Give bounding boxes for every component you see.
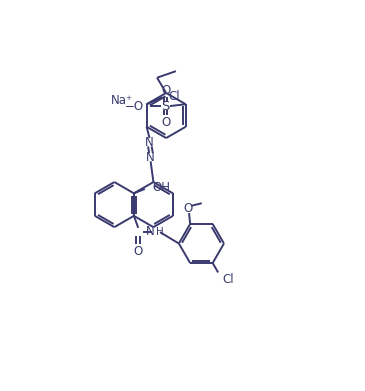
Text: O: O — [184, 202, 193, 215]
Text: O: O — [134, 245, 143, 258]
Text: N: N — [146, 225, 154, 238]
Text: N: N — [146, 151, 155, 164]
Text: Cl: Cl — [223, 273, 234, 286]
Text: Cl: Cl — [169, 90, 180, 103]
Text: OH: OH — [152, 181, 170, 194]
Text: −O: −O — [125, 100, 144, 113]
Text: O: O — [161, 116, 170, 129]
Text: N: N — [145, 136, 154, 149]
Text: S: S — [161, 100, 170, 113]
Text: Na⁺: Na⁺ — [111, 94, 133, 107]
Text: H: H — [157, 227, 164, 237]
Text: O: O — [161, 84, 170, 97]
